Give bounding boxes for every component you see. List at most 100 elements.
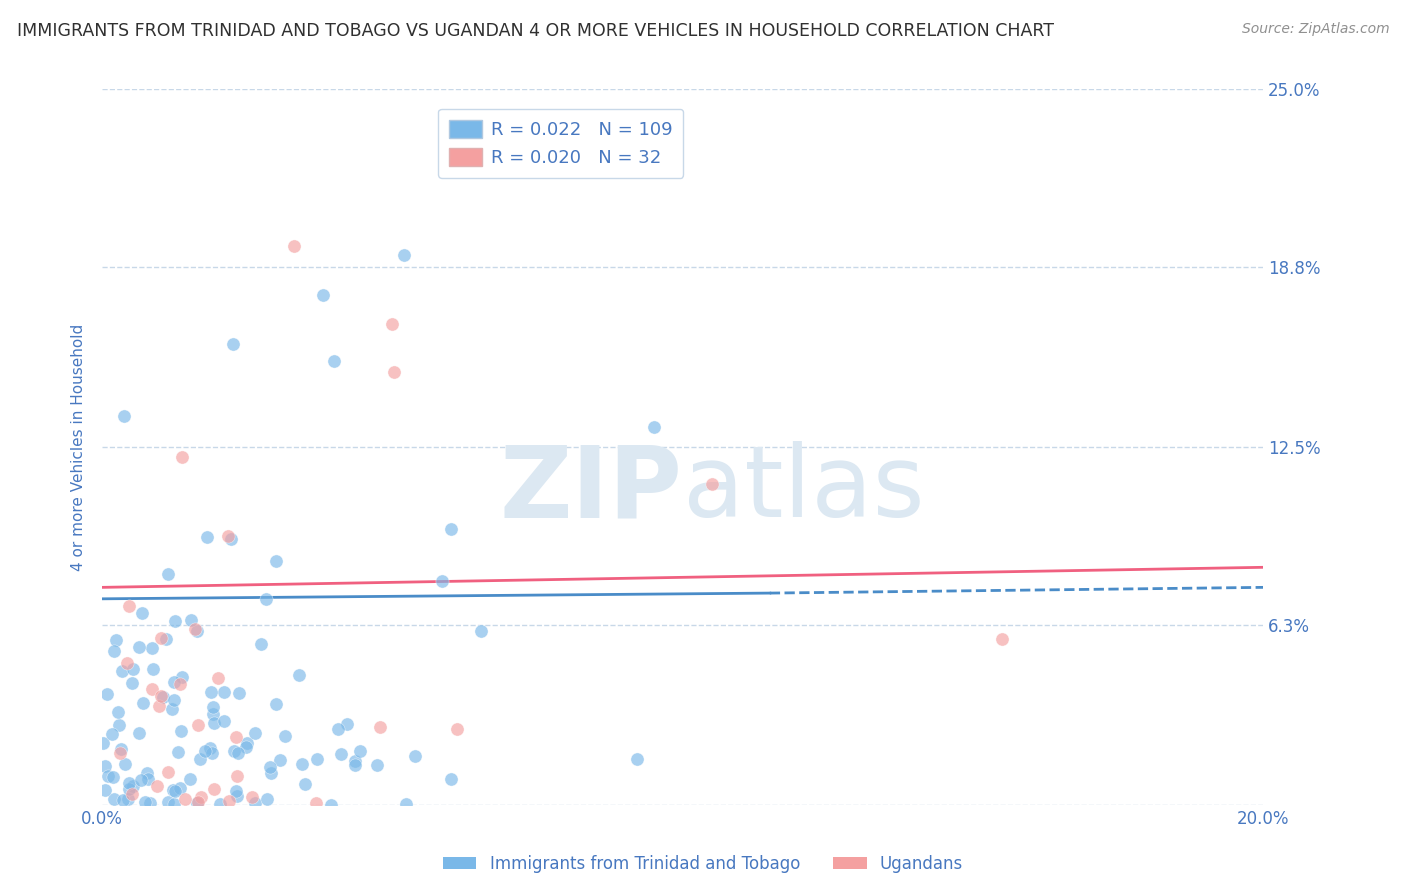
Point xyxy=(169,676,191,690)
Point xyxy=(283,239,305,253)
Point xyxy=(294,776,316,790)
Point xyxy=(326,723,349,737)
Point xyxy=(312,288,335,302)
Point xyxy=(202,782,225,797)
Point xyxy=(321,798,343,813)
Point xyxy=(368,720,391,734)
Point xyxy=(269,753,291,767)
Point xyxy=(344,754,367,768)
Point xyxy=(201,699,224,714)
Point xyxy=(700,477,723,491)
Point xyxy=(323,354,346,368)
Point xyxy=(114,757,136,772)
Point xyxy=(163,674,186,689)
Point xyxy=(157,796,180,810)
Point xyxy=(212,685,235,699)
Point xyxy=(291,757,314,772)
Point xyxy=(122,779,145,793)
Y-axis label: 4 or more Vehicles in Household: 4 or more Vehicles in Household xyxy=(72,324,86,571)
Point xyxy=(162,783,184,797)
Point xyxy=(184,622,207,636)
Point xyxy=(201,707,224,722)
Point xyxy=(118,776,141,790)
Point xyxy=(169,781,191,796)
Point xyxy=(142,662,165,676)
Point xyxy=(218,794,240,808)
Point xyxy=(134,795,156,809)
Point xyxy=(103,791,125,805)
Point xyxy=(91,736,114,750)
Point xyxy=(256,792,278,806)
Point xyxy=(100,727,122,741)
Point xyxy=(259,760,281,774)
Legend: Immigrants from Trinidad and Tobago, Ugandans: Immigrants from Trinidad and Tobago, Uga… xyxy=(436,848,970,880)
Point xyxy=(121,676,143,690)
Point xyxy=(225,789,247,804)
Text: ZIP: ZIP xyxy=(501,442,683,539)
Point xyxy=(170,670,193,684)
Point xyxy=(307,752,329,766)
Point xyxy=(136,772,159,786)
Point xyxy=(163,614,186,628)
Point xyxy=(305,797,328,811)
Point xyxy=(245,796,267,810)
Point xyxy=(221,532,243,546)
Point xyxy=(240,790,263,805)
Point xyxy=(110,741,132,756)
Point xyxy=(103,644,125,658)
Point xyxy=(107,705,129,719)
Legend: R = 0.022   N = 109, R = 0.020   N = 32: R = 0.022 N = 109, R = 0.020 N = 32 xyxy=(439,109,683,178)
Point xyxy=(259,765,281,780)
Point xyxy=(174,792,197,806)
Point xyxy=(329,747,352,761)
Point xyxy=(382,365,405,379)
Point xyxy=(132,696,155,710)
Point xyxy=(94,759,117,773)
Point xyxy=(201,746,224,760)
Point xyxy=(108,746,131,760)
Point xyxy=(167,745,190,759)
Point xyxy=(131,606,153,620)
Point xyxy=(179,772,201,786)
Text: Source: ZipAtlas.com: Source: ZipAtlas.com xyxy=(1241,22,1389,37)
Point xyxy=(145,779,167,793)
Point xyxy=(97,769,120,783)
Point xyxy=(165,784,187,798)
Point xyxy=(392,248,415,262)
Point xyxy=(224,744,246,758)
Point xyxy=(446,722,468,736)
Point xyxy=(250,637,273,651)
Point xyxy=(274,729,297,743)
Point xyxy=(115,656,138,670)
Point xyxy=(186,797,208,811)
Point xyxy=(404,749,426,764)
Point xyxy=(96,687,118,701)
Point xyxy=(190,790,212,805)
Text: atlas: atlas xyxy=(683,442,924,539)
Point xyxy=(180,614,202,628)
Point xyxy=(149,631,172,645)
Point xyxy=(228,685,250,699)
Point xyxy=(235,736,257,750)
Point xyxy=(366,757,388,772)
Point xyxy=(162,693,184,707)
Point xyxy=(139,796,162,810)
Point xyxy=(148,698,170,713)
Point xyxy=(190,752,212,766)
Point xyxy=(194,744,217,758)
Point xyxy=(117,792,139,806)
Point xyxy=(343,758,366,772)
Point xyxy=(112,409,135,423)
Point xyxy=(515,125,537,139)
Point xyxy=(254,592,277,607)
Point xyxy=(111,664,134,678)
Point xyxy=(245,726,267,740)
Point xyxy=(128,726,150,740)
Point xyxy=(155,632,177,647)
Point xyxy=(150,690,173,704)
Point xyxy=(991,632,1014,646)
Point xyxy=(440,772,463,786)
Point xyxy=(225,731,247,745)
Point xyxy=(235,740,257,755)
Point xyxy=(217,529,239,543)
